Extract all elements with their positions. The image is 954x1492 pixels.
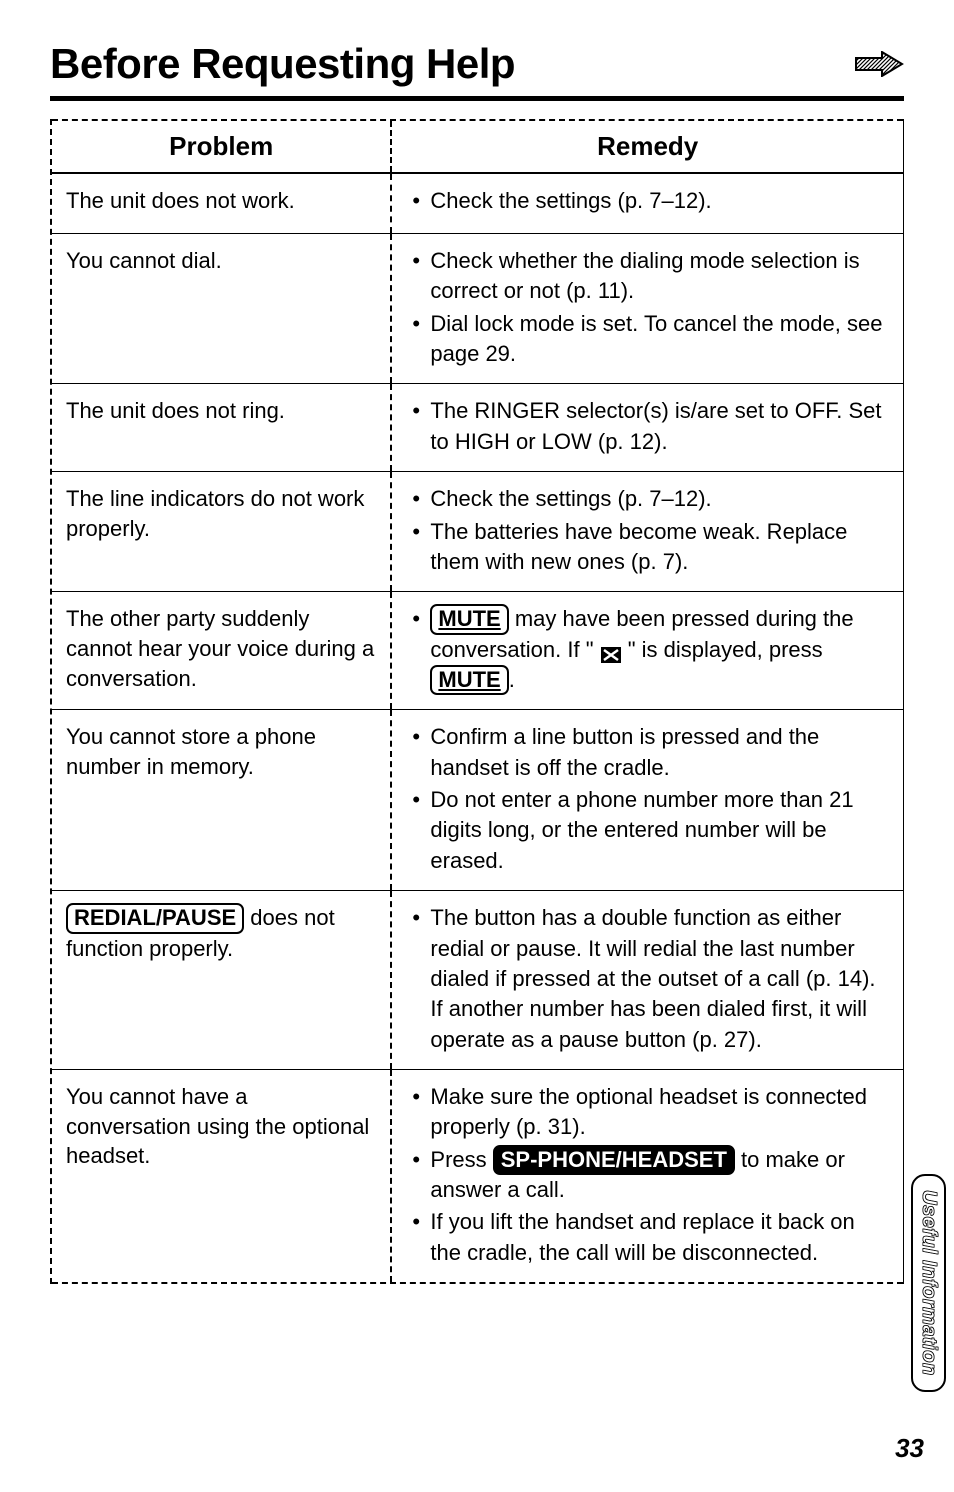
table-row: You cannot have a conversation using the… (52, 1070, 903, 1284)
remedy-item: If you lift the handset and replace it b… (412, 1207, 887, 1268)
troubleshooting-table: Problem Remedy The unit does not work. Ch… (50, 119, 904, 1284)
remedy-item: Check whether the dialing mode selection… (412, 246, 887, 307)
problem-cell: The unit does not work. (52, 174, 392, 233)
key-label: REDIAL/PAUSE (66, 903, 244, 933)
table-row: The unit does not work. Check the setting… (52, 174, 903, 234)
remedy-cell: Check the settings (p. 7–12).The batteri… (392, 472, 903, 591)
table-row: The unit does not ring. The RINGER select… (52, 384, 903, 472)
remedy-item: Press SP-PHONE/HEADSET to make or answer… (412, 1145, 887, 1206)
remedy-item: MUTE may have been pressed during the co… (412, 604, 887, 695)
remedy-cell: The button has a double function as eith… (392, 891, 903, 1069)
problem-cell: The unit does not ring. (52, 384, 392, 471)
table-row: REDIAL/PAUSE does not function properly.… (52, 891, 903, 1070)
table-row: You cannot dial. Check whether the dialin… (52, 234, 903, 384)
mute-symbol-icon (600, 642, 622, 660)
problem-cell: The line indicators do not work properly… (52, 472, 392, 591)
next-arrow-icon (854, 51, 904, 77)
table-row: You cannot store a phone number in memor… (52, 710, 903, 891)
problem-cell: REDIAL/PAUSE does not function properly. (52, 891, 392, 1069)
title-underline (50, 96, 904, 101)
remedy-cell: The RINGER selector(s) is/are set to OFF… (392, 384, 903, 471)
remedy-item: Check the settings (p. 7–12). (412, 186, 887, 216)
remedy-cell: Check whether the dialing mode selection… (392, 234, 903, 383)
column-header-problem: Problem (52, 121, 392, 172)
section-tab-label: Useful Information (918, 1190, 940, 1376)
remedy-item: Dial lock mode is set. To cancel the mod… (412, 309, 887, 370)
key-label: SP-PHONE/HEADSET (493, 1145, 735, 1175)
key-label: MUTE (430, 665, 508, 695)
key-label: MUTE (430, 604, 508, 634)
remedy-item: Make sure the optional headset is connec… (412, 1082, 887, 1143)
remedy-cell: MUTE may have been pressed during the co… (392, 592, 903, 709)
table-row: The other party suddenly cannot hear you… (52, 592, 903, 710)
remedy-item: The batteries have become weak. Replace … (412, 517, 887, 578)
page-number: 33 (895, 1433, 924, 1464)
section-tab: Useful Information (911, 1174, 946, 1392)
remedy-item: The RINGER selector(s) is/are set to OFF… (412, 396, 887, 457)
remedy-cell: Check the settings (p. 7–12). (392, 174, 903, 233)
problem-cell: You cannot store a phone number in memor… (52, 710, 392, 890)
table-row: The line indicators do not work properly… (52, 472, 903, 592)
problem-cell: You cannot have a conversation using the… (52, 1070, 392, 1282)
remedy-item: Check the settings (p. 7–12). (412, 484, 887, 514)
remedy-cell: Confirm a line button is pressed and the… (392, 710, 903, 890)
problem-cell: You cannot dial. (52, 234, 392, 383)
remedy-item: Do not enter a phone number more than 21… (412, 785, 887, 876)
remedy-item: Confirm a line button is pressed and the… (412, 722, 887, 783)
page-title: Before Requesting Help (50, 40, 515, 88)
problem-cell: The other party suddenly cannot hear you… (52, 592, 392, 709)
remedy-item: The button has a double function as eith… (412, 903, 887, 1055)
remedy-cell: Make sure the optional headset is connec… (392, 1070, 903, 1282)
column-header-remedy: Remedy (392, 121, 903, 172)
